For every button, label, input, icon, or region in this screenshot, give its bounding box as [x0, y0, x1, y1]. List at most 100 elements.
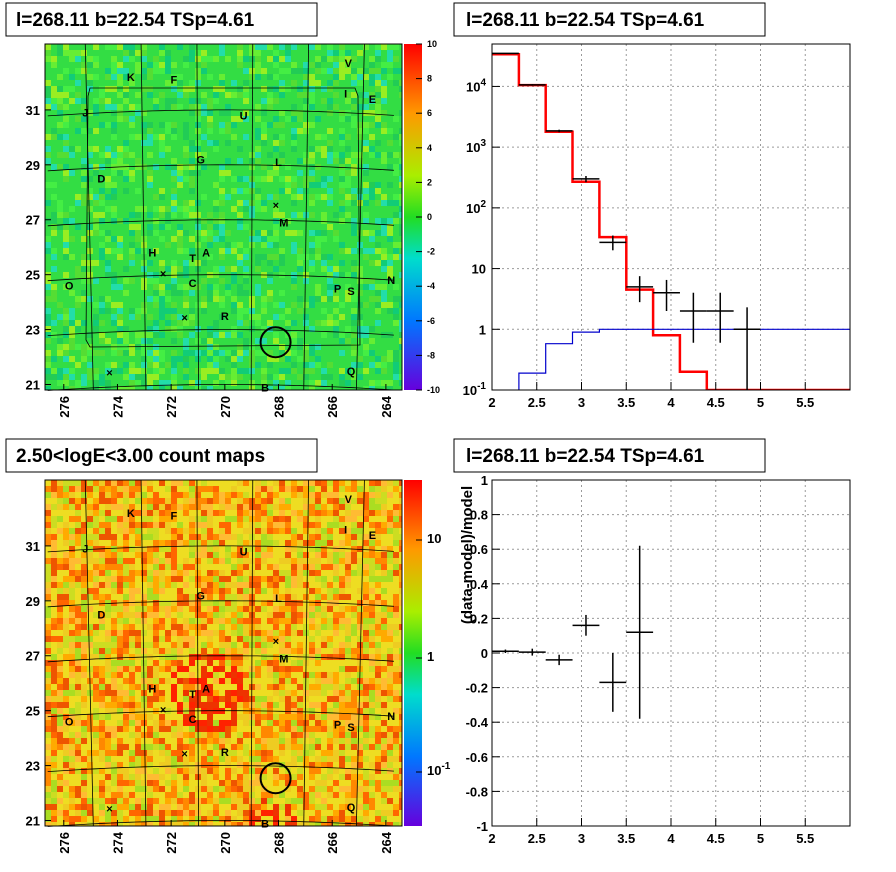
count-pixel [177, 534, 183, 540]
residual-pixel [393, 350, 399, 356]
count-pixel [399, 768, 402, 774]
count-pixel [273, 522, 279, 528]
count-pixel [303, 558, 309, 564]
count-pixel [207, 618, 213, 624]
count-pixel [159, 738, 165, 744]
count-pixel [267, 576, 273, 582]
residual-pixel [147, 44, 153, 50]
residual-pixel [351, 272, 357, 278]
count-pixel [159, 720, 165, 726]
residual-pixel [135, 332, 141, 338]
count-pixel [153, 540, 159, 546]
residual-pixel [105, 248, 111, 254]
count-pixel [75, 630, 81, 636]
count-pixel [207, 576, 213, 582]
count-pixel [279, 642, 285, 648]
residual-pixel [303, 380, 309, 386]
count-pixel [309, 534, 315, 540]
count-pixel [123, 480, 129, 486]
count-pixel [315, 792, 321, 798]
count-pixel [297, 570, 303, 576]
residual-pixel [141, 104, 147, 110]
count-pixel [243, 732, 249, 738]
count-pixel [369, 504, 375, 510]
residual-pixel [399, 68, 402, 74]
residual-pixel [87, 266, 93, 272]
count-pixel [117, 690, 123, 696]
count-pixel [321, 750, 327, 756]
count-pixel [207, 588, 213, 594]
count-pixel [81, 822, 87, 826]
count-pixel [129, 576, 135, 582]
residual-pixel [351, 290, 357, 296]
spectrum-x-tick-label: 2.5 [528, 395, 546, 410]
residual-pixel [51, 290, 57, 296]
count-pixel [393, 540, 399, 546]
residual-pixel [81, 62, 87, 68]
residual-colorbar [404, 44, 422, 390]
residual-pixel [201, 164, 207, 170]
latitude-line [47, 109, 394, 117]
residual-pixel [99, 152, 105, 158]
residual-pixel [111, 44, 117, 50]
residual-pixel [117, 92, 123, 98]
count-pixel [225, 762, 231, 768]
count-pixel [315, 648, 321, 654]
residual-pixel [123, 362, 129, 368]
residual-y-tick-label: 0.8 [470, 508, 488, 523]
count-pixel [51, 702, 57, 708]
count-pixel [141, 798, 147, 804]
count-pixel [255, 540, 261, 546]
count-pixel [147, 780, 153, 786]
count-pixel [381, 762, 387, 768]
count-pixel [339, 624, 345, 630]
residual-pixel [351, 170, 357, 176]
residual-pixel [75, 368, 81, 374]
count-pixel [315, 588, 321, 594]
source-label-T: T [189, 689, 196, 701]
count-pixel [225, 594, 231, 600]
count-pixel [399, 666, 402, 672]
count-pixel [177, 750, 183, 756]
residual-pixel [201, 92, 207, 98]
residual-pixel [135, 374, 141, 380]
count-pixel [69, 486, 75, 492]
residual-pixel [237, 86, 243, 92]
count-pixel [51, 780, 57, 786]
residual-pixel [351, 80, 357, 86]
lat-tick-label: 25 [26, 268, 40, 283]
residual-pixel [351, 374, 357, 380]
source-marker: × [160, 705, 166, 717]
residual-pixel [93, 44, 99, 50]
source-marker: × [273, 636, 279, 648]
count-pixel [75, 618, 81, 624]
count-pixel [111, 486, 117, 492]
residual-pixel [267, 320, 273, 326]
count-pixel [369, 744, 375, 750]
residual-pixel [165, 212, 171, 218]
count-pixel [243, 576, 249, 582]
count-pixel [369, 558, 375, 564]
residual-map-title: l=268.11 b=22.54 TSp=4.61 [16, 10, 255, 31]
count-pixel [201, 738, 207, 744]
residual-pixel [153, 212, 159, 218]
count-pixel [93, 498, 99, 504]
count-pixel [237, 690, 243, 696]
count-pixel [255, 588, 261, 594]
count-pixel [177, 666, 183, 672]
count-pixel [243, 786, 249, 792]
count-pixel [237, 780, 243, 786]
count-pixel [327, 762, 333, 768]
count-pixel [351, 732, 357, 738]
residual-pixel [57, 104, 63, 110]
count-pixel [291, 732, 297, 738]
count-pixel [93, 726, 99, 732]
count-pixel [135, 702, 141, 708]
residual-pixel [129, 170, 135, 176]
residual-pixel [105, 206, 111, 212]
count-pixel [339, 822, 345, 826]
count-pixel [369, 690, 375, 696]
residual-pixel [357, 92, 363, 98]
residual-pixel [339, 104, 345, 110]
